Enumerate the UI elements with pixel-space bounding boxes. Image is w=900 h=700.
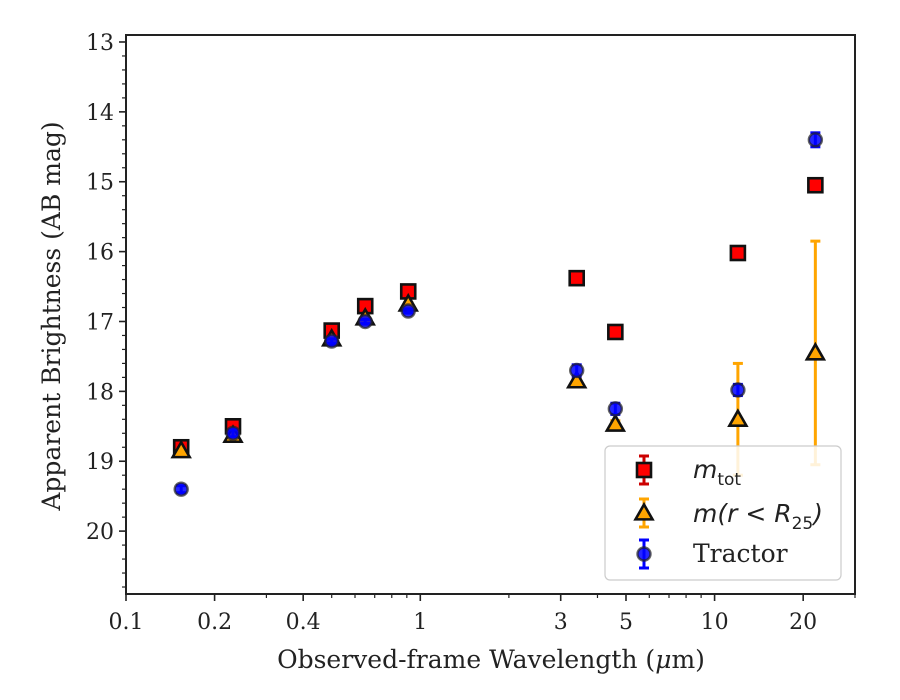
x-tick-label: 1 xyxy=(413,610,427,635)
data-point xyxy=(568,269,586,287)
data-point xyxy=(607,401,624,417)
y-axis-label: Apparent Brightness (AB mag) xyxy=(37,121,66,511)
y-tick-label: 16 xyxy=(86,241,114,266)
data-point xyxy=(357,313,373,330)
x-tick-label: 20 xyxy=(789,610,817,635)
y-tick-label: 13 xyxy=(86,31,114,56)
x-tick-label: 0.4 xyxy=(286,610,321,635)
data-point xyxy=(604,413,627,432)
data-point xyxy=(807,176,824,194)
data-point xyxy=(170,439,192,459)
y-tick-label: 20 xyxy=(86,520,114,545)
legend-marker-tractor xyxy=(636,546,652,562)
legend-label-tractor: Tractor xyxy=(693,539,788,568)
y-tick-label: 15 xyxy=(86,171,114,196)
x-tick-label: 10 xyxy=(701,610,729,635)
data-point xyxy=(807,132,824,148)
legend-label-mr25: m(r < R25) xyxy=(693,499,823,534)
data-point xyxy=(324,333,340,349)
data-point xyxy=(729,244,747,262)
data-point xyxy=(727,408,749,427)
plot-frame xyxy=(125,34,856,595)
data-point xyxy=(730,382,746,398)
y-tick-label: 18 xyxy=(86,380,114,405)
x-axis: 0.1 0.2 0.4 1 3 5 10 20 xyxy=(109,594,856,635)
data-point xyxy=(569,362,585,379)
y-tick-label: 19 xyxy=(86,450,114,475)
series-mr25 xyxy=(170,239,827,477)
y-axis: 13 14 15 16 17 18 19 20 xyxy=(86,31,126,588)
series-tractor xyxy=(173,131,824,497)
legend-marker-mr25 xyxy=(633,501,655,521)
data-point xyxy=(225,425,241,441)
x-tick-label: 3 xyxy=(554,610,568,635)
data-point xyxy=(173,481,189,497)
data-point xyxy=(804,341,827,361)
legend: mtot m(r < R25) Tractor xyxy=(604,445,842,581)
x-tick-label: 0.2 xyxy=(197,610,232,635)
data-point xyxy=(565,369,588,389)
series-mtot xyxy=(172,176,824,456)
x-tick-label: 5 xyxy=(619,610,633,635)
legend-label-mtot: mtot xyxy=(693,455,741,490)
legend-box xyxy=(604,445,842,581)
data-marks xyxy=(170,131,827,497)
data-point xyxy=(400,303,416,319)
y-tick-label: 17 xyxy=(86,310,114,335)
legend-marker-mtot xyxy=(635,461,653,479)
x-tick-label: 0.1 xyxy=(109,610,144,635)
y-tick-label: 14 xyxy=(86,101,114,126)
data-point xyxy=(607,323,624,341)
x-axis-label: Observed-frame Wavelength (μm) xyxy=(277,645,705,674)
